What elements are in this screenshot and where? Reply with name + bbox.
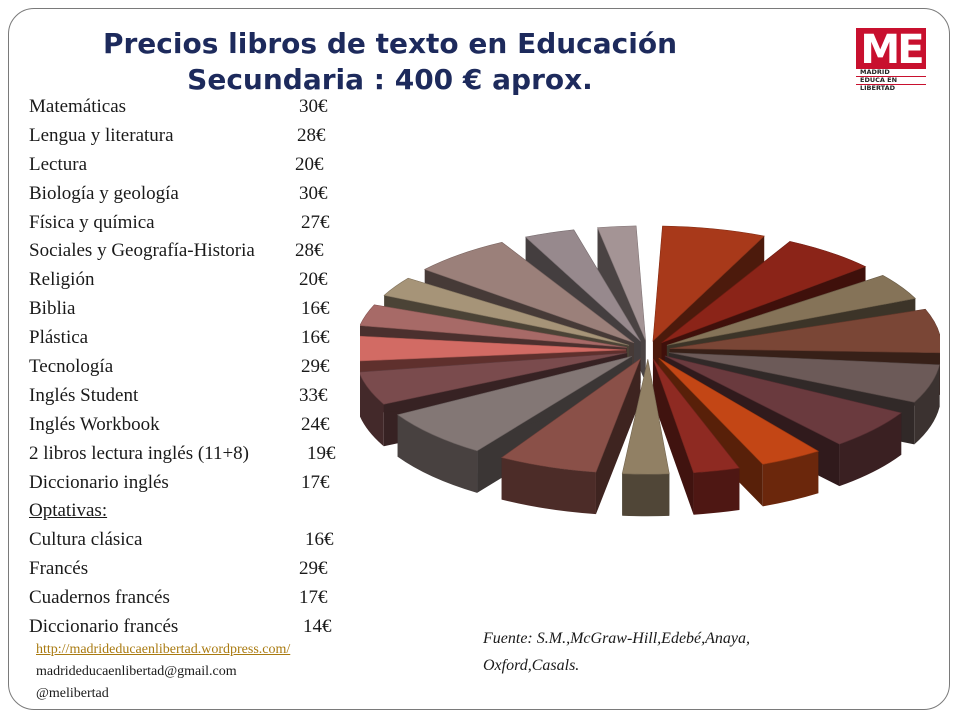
pie-slice-top — [500, 357, 642, 473]
logo-caption: MADRID EDUCA EN LIBERTAD — [856, 68, 926, 92]
price-row-value: 20€ — [299, 269, 328, 291]
price-row-value: 17€ — [301, 471, 330, 493]
logo-caption-line-2: EDUCA EN — [856, 76, 926, 84]
price-row-value: 17€ — [299, 587, 328, 609]
pie-slice-rim — [360, 374, 384, 447]
pie-slice-rim — [397, 414, 478, 493]
pie-slice-top — [524, 229, 641, 342]
price-row-label: Lectura — [29, 153, 88, 175]
price-row-label: Francés — [29, 558, 89, 580]
pie-slice-top — [423, 242, 635, 344]
pie-slice-wall — [653, 358, 694, 515]
pie-slice — [500, 357, 642, 515]
pie-slice-rim — [693, 468, 740, 515]
price-row-value: 29€ — [299, 558, 328, 580]
price-row-value: 30€ — [299, 182, 328, 204]
price-row-label: Optativas: — [29, 500, 108, 522]
price-row-label: Diccionario inglés — [29, 471, 169, 493]
pie-slice-top — [652, 225, 765, 342]
price-row-value: 27€ — [301, 211, 330, 233]
contact-links: http://madrideducaenlibertad.wordpress.c… — [36, 639, 290, 705]
blog-link[interactable]: http://madrideducaenlibertad.wordpress.c… — [36, 642, 291, 657]
price-row-value: 29€ — [301, 356, 330, 378]
pie-slice-top — [621, 359, 670, 475]
price-row-value: 20€ — [295, 153, 324, 175]
price-row-label: Física y química — [29, 211, 155, 233]
source-line-1: Fuente: S.M.,McGraw-Hill,Edebé,Anaya, — [483, 630, 751, 647]
slide-title: Precios libros de texto en Educación Sec… — [60, 26, 720, 98]
price-row-value: 33€ — [299, 384, 328, 406]
price-row-label: Plástica — [29, 327, 89, 349]
price-row-label: 2 libros lectura inglés (11+8) — [29, 442, 250, 464]
twitter-handle: @melibertad — [36, 686, 109, 701]
title-line-2: Secundaria : 400 € aprox. — [187, 63, 593, 96]
pie-slice-top — [383, 277, 630, 346]
logo-letters: ME — [856, 28, 926, 72]
price-row-label: Matemáticas — [29, 96, 127, 117]
pie-slice-rim — [762, 451, 819, 507]
pie-slice-top — [360, 304, 627, 348]
pie-slice — [652, 358, 740, 515]
price-pie-chart — [360, 225, 940, 517]
price-row-value: 28€ — [297, 124, 326, 146]
price-row-label: Diccionario francés — [29, 616, 179, 638]
logo-caption-line-1: MADRID — [856, 68, 926, 76]
price-row-label: Religión — [29, 269, 95, 291]
price-row-label: Sociales y Geografía-Historia — [29, 240, 255, 262]
pie-slice-top — [669, 352, 940, 403]
pie-slice-rim — [839, 412, 902, 487]
price-row-value: 24€ — [301, 413, 330, 435]
price-row-label: Inglés Workbook — [29, 413, 160, 435]
logo-caption-line-3: LIBERTAD — [856, 84, 926, 92]
pie-slice-top — [360, 352, 628, 405]
madrid-educa-logo: ME MADRID EDUCA EN LIBERTAD — [856, 28, 926, 92]
price-row-label: Biblia — [29, 298, 76, 320]
price-row-label: Lengua y literatura — [29, 124, 174, 146]
email-text: madrideducaenlibertad@gmail.com — [36, 664, 237, 679]
pie-slice — [621, 359, 670, 517]
pie-slice-top — [652, 358, 740, 474]
pie-slice-top — [360, 335, 627, 362]
price-row-label: Biología y geología — [29, 182, 179, 204]
pie-slice-top — [597, 225, 646, 341]
pie-slice-rim — [501, 457, 596, 515]
price-row-label: Inglés Student — [29, 384, 139, 406]
price-row-value: 14€ — [303, 616, 332, 638]
pie-slice-top — [396, 356, 633, 452]
source-note: Fuente: S.M.,McGraw-Hill,Edebé,Anaya, Ox… — [483, 625, 823, 679]
title-line-1: Precios libros de texto en Educación — [102, 27, 678, 60]
pie-slice-top — [669, 308, 940, 354]
price-row-value: 28€ — [295, 240, 324, 262]
price-row-label: Cuadernos francés — [29, 587, 170, 609]
price-row-value: 19€ — [307, 442, 336, 464]
pie-slice-rim — [914, 364, 940, 445]
pie-slice-top — [664, 355, 902, 445]
pie-slice-top — [661, 241, 867, 344]
price-row-value: 16€ — [305, 529, 334, 551]
price-row-label: Cultura clásica — [29, 529, 143, 551]
price-row-label: Tecnología — [29, 356, 114, 378]
pie-slice-rim — [622, 473, 670, 517]
source-line-2: Oxford,Casals. — [483, 657, 580, 674]
price-row-value: 16€ — [301, 298, 330, 320]
pie-slice-top — [658, 357, 820, 465]
pie-slice-top — [666, 275, 916, 346]
price-row-value: 30€ — [299, 96, 328, 117]
price-row-value: 16€ — [301, 327, 330, 349]
